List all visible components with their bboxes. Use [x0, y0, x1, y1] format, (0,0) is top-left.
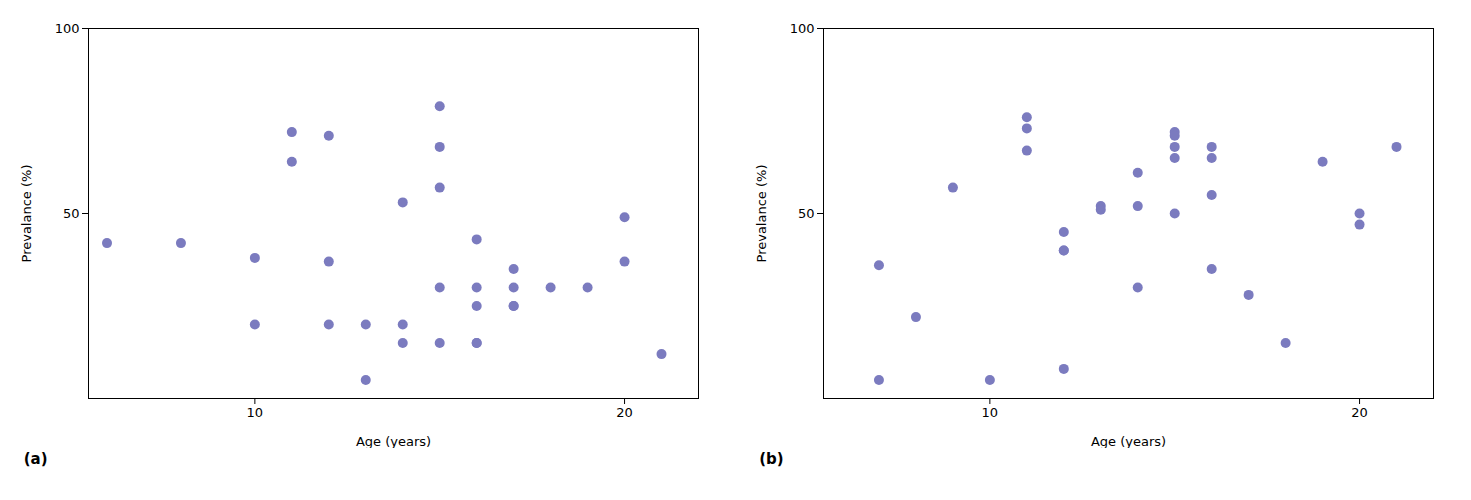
- svg-text:20: 20: [616, 405, 633, 420]
- svg-text:10: 10: [982, 405, 999, 420]
- svg-text:100: 100: [790, 21, 815, 36]
- svg-text:Age (years): Age (years): [1091, 434, 1166, 449]
- svg-text:50: 50: [63, 206, 80, 221]
- svg-text:100: 100: [54, 21, 79, 36]
- svg-text:Prevalance (%): Prevalance (%): [18, 165, 33, 263]
- svg-text:20: 20: [1352, 405, 1369, 420]
- svg-text:50: 50: [798, 206, 815, 221]
- svg-text:Age (years): Age (years): [356, 434, 431, 449]
- html-text:(a): (a): [23, 450, 48, 468]
- svg-text:10: 10: [246, 405, 263, 420]
- svg-text:Prevalance (%): Prevalance (%): [754, 165, 769, 263]
- html-text:(b): (b): [759, 450, 784, 468]
